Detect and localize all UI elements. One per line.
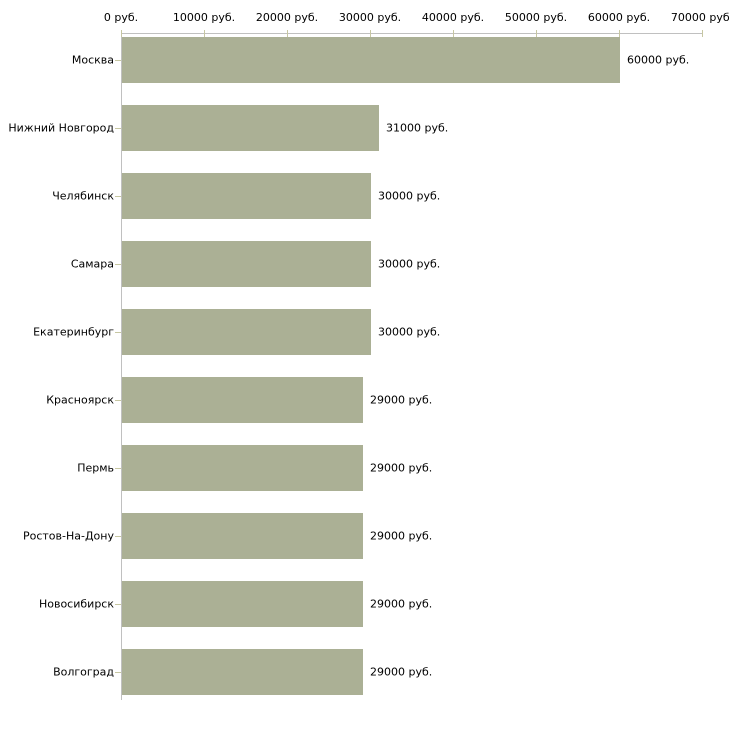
x-axis-tick [619,30,620,37]
bar-1 [122,37,620,83]
value-label: 29000 руб. [370,597,433,611]
y-axis-tick [115,468,121,469]
x-axis-tick [121,30,122,37]
value-label: 29000 руб. [370,393,433,407]
category-label: Красноярск [46,393,114,407]
value-label: 31000 руб. [386,121,449,135]
category-label: Самара [70,257,114,271]
bar-8 [122,513,363,559]
category-label: Волгоград [53,665,114,679]
x-axis-line [121,33,702,34]
y-axis-tick [115,60,121,61]
bar-2 [122,105,379,151]
bar-7 [122,445,363,491]
y-axis-tick [115,128,121,129]
x-axis-tick-label: 10000 руб. [172,11,236,24]
x-axis-tick [287,30,288,37]
value-label: 30000 руб. [378,325,441,339]
x-axis-tick-label: 50000 руб. [504,11,568,24]
category-label: Ростов-На-Дону [22,529,114,543]
category-label: Новосибирск [38,597,114,611]
y-axis-tick [115,536,121,537]
bar-5 [122,309,371,355]
category-label: Челябинск [52,189,114,203]
x-axis-tick [204,30,205,37]
category-label: Нижний Новгород [8,121,114,135]
y-axis-tick [115,264,121,265]
y-axis-tick [115,196,121,197]
x-axis-tick-label: 30000 руб. [338,11,402,24]
y-axis-tick [115,400,121,401]
bar-3 [122,173,371,219]
value-label: 29000 руб. [370,665,433,679]
x-axis-tick [370,30,371,37]
y-axis-tick [115,604,121,605]
bar-4 [122,241,371,287]
x-axis-tick-label: 40000 руб. [421,11,485,24]
x-axis-tick [453,30,454,37]
value-label: 29000 руб. [370,461,433,475]
value-label: 60000 руб. [627,53,690,67]
category-label: Пермь [77,461,114,475]
x-axis-tick [702,30,703,37]
category-label: Москва [71,53,114,67]
bar-9 [122,581,363,627]
y-axis-tick [115,332,121,333]
y-axis-line [121,33,122,700]
value-label: 29000 руб. [370,529,433,543]
category-label: Екатеринбург [33,325,114,339]
x-axis-tick-label: 0 руб. [103,11,139,24]
y-axis-tick [115,672,121,673]
value-label: 30000 руб. [378,257,441,271]
value-label: 30000 руб. [378,189,441,203]
bar-10 [122,649,363,695]
x-axis-tick-label: 70000 руб. [670,11,730,24]
bar-6 [122,377,363,423]
x-axis-tick-label: 60000 руб. [587,11,651,24]
x-axis-tick [536,30,537,37]
x-axis-tick-label: 20000 руб. [255,11,319,24]
